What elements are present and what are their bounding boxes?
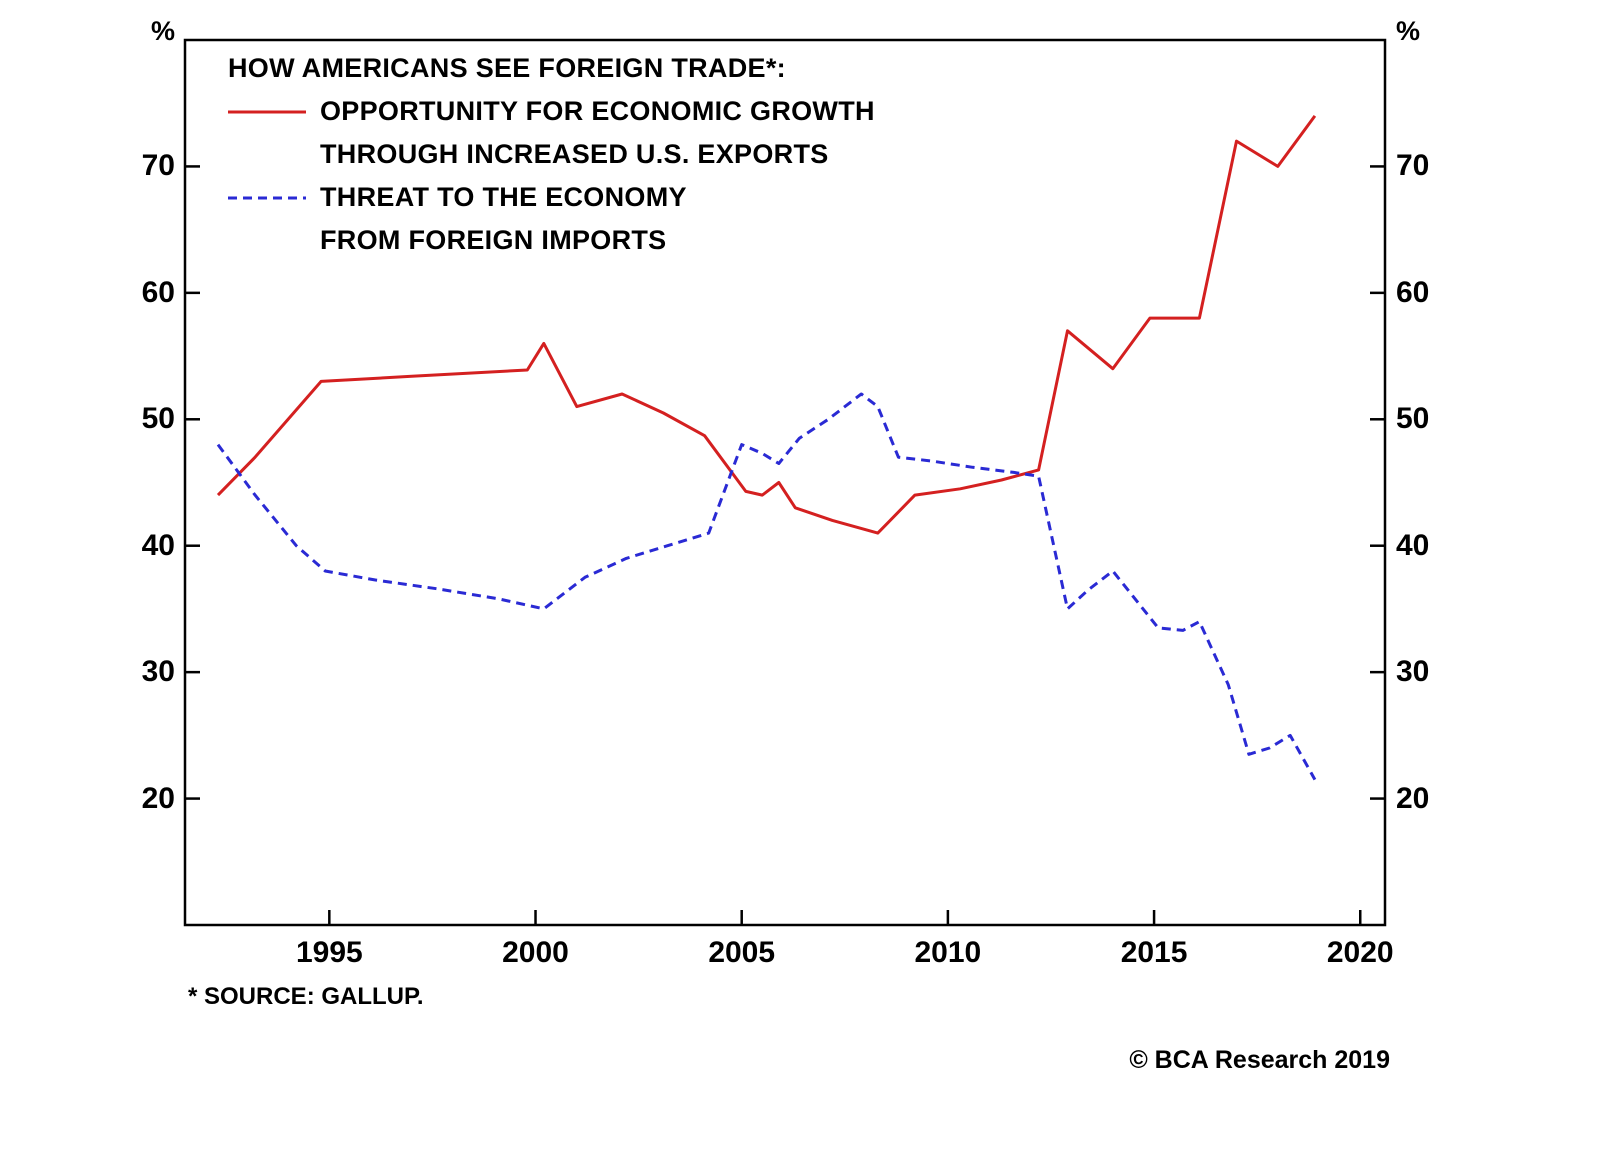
y-tick-label-left: 40 [141,528,175,562]
legend-line-sample-solid [228,110,306,113]
legend-label: THROUGH INCREASED U.S. EXPORTS [320,139,829,169]
y-tick-label-right: 20 [1396,781,1430,815]
legend-entry-threat-line2: FROM FOREIGN IMPORTS [228,219,875,262]
legend-label: FROM FOREIGN IMPORTS [320,225,667,255]
y-tick-label-right: 30 [1396,655,1430,689]
chart-title: HOW AMERICANS SEE FOREIGN TRADE*: [228,53,786,83]
x-tick-label: 2005 [708,936,776,969]
legend-entry-opportunity: OPPORTUNITY FOR ECONOMIC GROWTH [228,90,875,133]
legend-label: THREAT TO THE ECONOMY [320,182,687,212]
series-line-opportunity [216,115,1317,535]
y-tick-label-left: 30 [141,655,175,689]
y-tick-label-left: 50 [141,402,175,436]
x-tick-label: 2020 [1326,936,1394,969]
legend-entry-opportunity-line2: THROUGH INCREASED U.S. EXPORTS [228,133,875,176]
source-note: * SOURCE: GALLUP. [188,983,424,1010]
legend-sample-spacer [228,238,306,244]
copyright-note: © BCA Research 2019 [1129,1046,1390,1074]
y-tick-label-right: 50 [1396,402,1430,436]
x-tick-label: 2000 [502,936,569,969]
legend-sample-spacer [228,152,306,158]
y-tick-label-left: 70 [141,149,175,183]
legend-line-sample-dashed [228,196,306,199]
plot-border [183,38,1387,927]
legend-label: OPPORTUNITY FOR ECONOMIC GROWTH [320,96,875,126]
y-axis-unit-right: % [1396,16,1421,46]
y-tick-label-right: 70 [1396,149,1430,183]
y-axis-unit-left: % [150,16,175,46]
y-tick-label-right: 40 [1396,528,1430,562]
y-tick-label-right: 60 [1396,275,1430,309]
x-tick-label: 1995 [295,936,363,969]
chart-legend: HOW AMERICANS SEE FOREIGN TRADE*: OPPORT… [228,46,875,262]
series-line-threat [216,392,1317,781]
x-tick-label: 2010 [914,936,982,969]
legend-entry-threat: THREAT TO THE ECONOMY [228,176,875,219]
x-tick-label: 2015 [1120,936,1188,969]
y-tick-label-left: 20 [141,781,175,815]
y-tick-label-left: 60 [141,275,175,309]
